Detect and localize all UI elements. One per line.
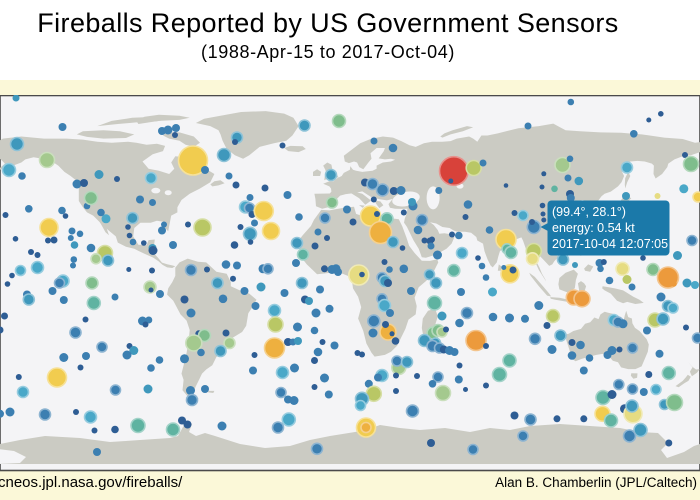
svg-text:(99.4°, 28.1°): (99.4°, 28.1°) — [552, 205, 626, 219]
svg-text:energy: 0.54 kt: energy: 0.54 kt — [552, 221, 635, 235]
svg-text:2017-10-04 12:07:05: 2017-10-04 12:07:05 — [552, 237, 668, 251]
